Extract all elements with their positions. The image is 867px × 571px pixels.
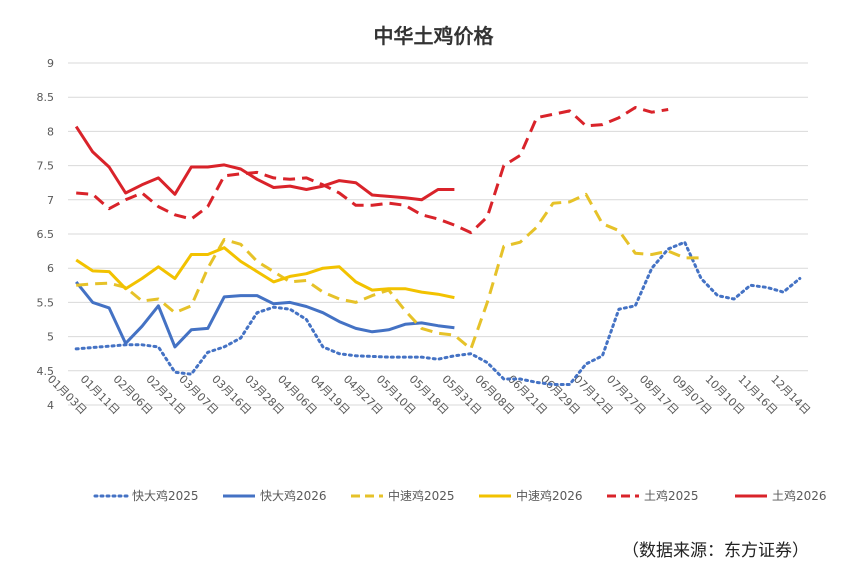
y-tick-label: 9 — [47, 57, 54, 70]
y-tick-label: 6 — [47, 262, 54, 275]
legend-label: 土鸡2026 — [772, 488, 827, 503]
source-note: （数据来源：东方证券） — [622, 541, 809, 561]
y-tick-label: 8.5 — [37, 91, 55, 104]
y-tick-label: 7 — [47, 194, 54, 207]
y-tick-label: 4.5 — [37, 365, 55, 378]
legend-label: 快大鸡2026 — [260, 488, 327, 503]
series-line-3 — [75, 246, 455, 300]
y-tick-label: 4 — [47, 399, 54, 412]
series-line-0 — [74, 240, 802, 386]
legend-label: 快大鸡2025 — [132, 488, 199, 503]
gridlines — [68, 62, 808, 406]
series-line-4 — [76, 106, 669, 235]
series-line-5 — [74, 125, 455, 202]
chart-title: 中华土鸡价格 — [373, 24, 494, 48]
legend: 快大鸡2025 快大鸡2026 中速鸡2025 中速鸡2026 土鸡2025 土鸡2026 — [93, 488, 827, 503]
legend-label: 中速鸡2026 — [516, 488, 583, 503]
legend-label: 中速鸡2025 — [388, 488, 455, 503]
y-axis: 4 4.5 5 5.5 6 6.5 7 7.5 8 8.5 9 — [37, 57, 55, 412]
legend-label: 土鸡2025 — [644, 488, 699, 503]
series-line-2 — [76, 192, 702, 351]
y-tick-label: 7.5 — [37, 160, 55, 173]
series-line-1 — [75, 280, 455, 349]
series-lines — [74, 106, 802, 386]
y-tick-label: 5 — [47, 331, 54, 344]
y-tick-label: 6.5 — [37, 228, 55, 241]
x-axis: 01月03日01月11日02月06日02月21日03月07日03月16日03月2… — [45, 373, 813, 418]
y-tick-label: 5.5 — [37, 296, 55, 309]
y-tick-label: 8 — [47, 125, 54, 138]
